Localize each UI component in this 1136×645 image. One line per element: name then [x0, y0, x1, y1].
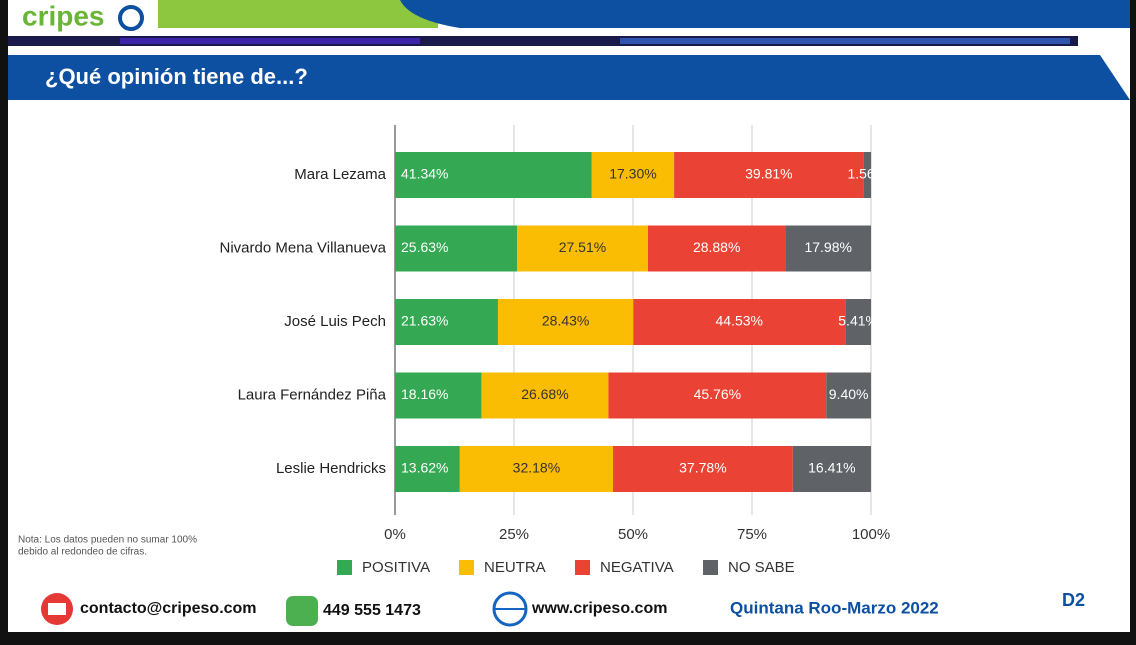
x-tick-label: 0% [384, 526, 406, 543]
bar-segment [785, 225, 871, 272]
data-label: 5.41% [838, 313, 878, 329]
legend-label: NO SABE [728, 559, 795, 576]
note: Nota: Los datos pueden no sumar 100% [18, 535, 197, 546]
bar-segment [633, 299, 846, 345]
data-label: 16.41% [808, 460, 855, 476]
y-tick-label: Nivardo Mena Villanueva [220, 239, 387, 256]
page-number: D2 [1062, 590, 1085, 610]
data-label: 17.30% [609, 166, 656, 182]
data-label: 18.16% [401, 386, 448, 402]
data-label: 21.63% [401, 313, 448, 329]
legend-label: NEGATIVA [600, 559, 674, 576]
header-green-band [158, 0, 438, 28]
y-tick-label: José Luis Pech [284, 313, 386, 330]
data-label: 28.43% [542, 313, 589, 329]
y-tick-label: Leslie Hendricks [276, 460, 386, 477]
legend-label: NEUTRA [484, 559, 546, 576]
bar-segment [395, 299, 498, 345]
y-tick-label: Mara Lezama [294, 166, 386, 183]
bar-segment [863, 152, 872, 198]
footer-phone: 449 555 1473 [323, 602, 421, 619]
bar-segment [497, 299, 634, 345]
legend-swatch [337, 560, 352, 575]
data-label: 13.62% [401, 460, 448, 476]
footer-place-date: Quintana Roo-Marzo 2022 [730, 598, 939, 617]
x-tick-label: 25% [499, 526, 529, 543]
bar-segment [613, 446, 793, 492]
header-strip-color [620, 38, 1070, 44]
data-label: 9.40% [829, 386, 869, 402]
y-tick-label: Laura Fernández Piña [238, 386, 387, 403]
data-label: 32.18% [513, 460, 560, 476]
x-tick-label: 50% [618, 526, 648, 543]
bar-segment [481, 372, 609, 419]
header-blue-band [400, 0, 1130, 28]
bar-segment [459, 446, 614, 492]
legend-swatch [703, 560, 718, 575]
logo: cripes [22, 0, 105, 31]
data-label: 39.81% [745, 166, 792, 182]
bar-segment [647, 225, 786, 272]
header-strip [8, 36, 1078, 46]
phone-icon [286, 596, 318, 626]
legend-swatch [575, 560, 590, 575]
note: debido al redondeo de cifras. [18, 547, 147, 558]
title-bar [8, 55, 1130, 100]
bar-segment [845, 299, 871, 345]
logo-icon [118, 5, 144, 31]
data-label: 26.68% [521, 386, 568, 402]
bar-segment [591, 152, 675, 198]
data-label: 28.88% [693, 239, 740, 255]
legend-label: POSITIVA [362, 559, 430, 576]
data-label: 1.56% [847, 166, 887, 182]
chart-title: ¿Qué opinión tiene de...? [45, 64, 308, 89]
bar-segment [792, 446, 871, 492]
footer-email[interactable]: contacto@cripeso.com [80, 600, 257, 617]
chart: 0% 25% 50% 75% 100% Mara Lezama 41.34% 17.30% 39… [220, 125, 890, 576]
bar-segment [395, 446, 460, 492]
bar-segment [608, 372, 827, 419]
x-tick-label: 100% [852, 526, 890, 543]
data-label: 37.78% [679, 460, 726, 476]
email-icon-envelope [48, 603, 66, 615]
bar-segment [395, 372, 482, 419]
header-strip-color [120, 38, 420, 44]
bar-segment [395, 225, 517, 272]
data-label: 27.51% [559, 239, 606, 255]
x-tick-label: 75% [737, 526, 767, 543]
bar-segment [516, 225, 648, 272]
bar-segment [395, 152, 592, 198]
bar-segment [826, 372, 871, 419]
data-label: 41.34% [401, 166, 448, 182]
data-label: 45.76% [694, 386, 741, 402]
data-label: 17.98% [804, 239, 851, 255]
data-label: 25.63% [401, 239, 448, 255]
data-label: 44.53% [716, 313, 763, 329]
legend-swatch [459, 560, 474, 575]
bar-segment [674, 152, 864, 198]
footer-web[interactable]: www.cripeso.com [531, 600, 667, 617]
